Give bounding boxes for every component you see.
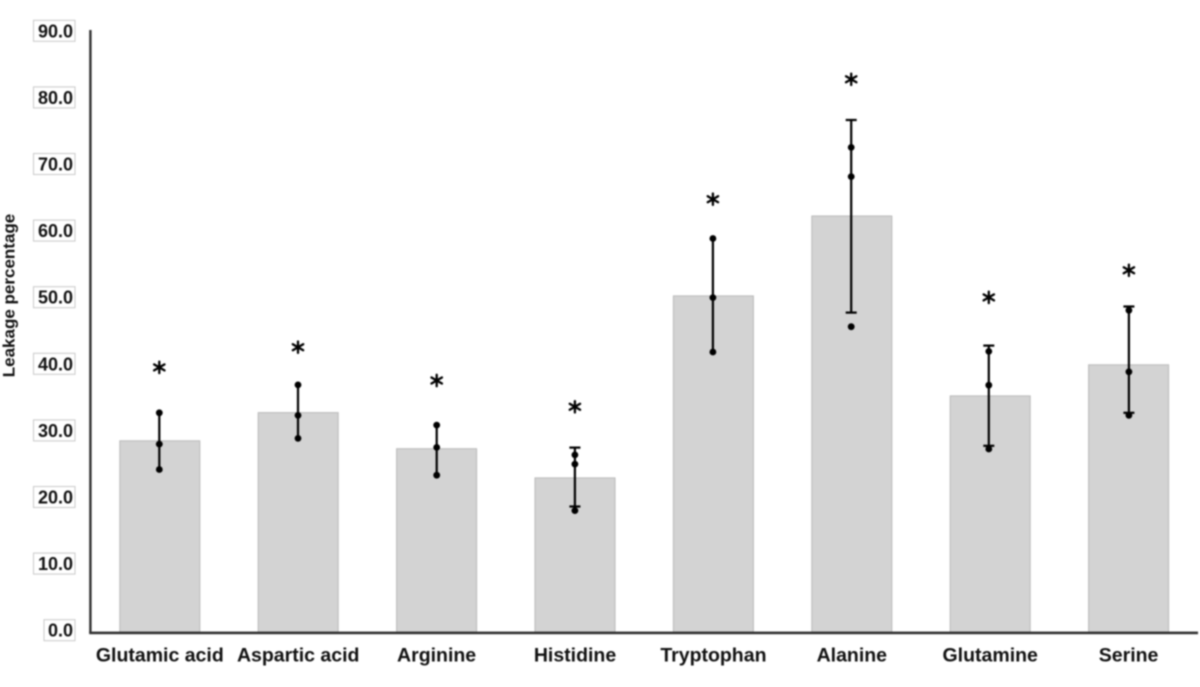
svg-text:Glutamic acid: Glutamic acid [96, 645, 224, 667]
svg-text:Alanine: Alanine [817, 645, 888, 667]
svg-text:80.0: 80.0 [38, 88, 73, 108]
svg-text:0.0: 0.0 [48, 621, 73, 641]
svg-text:30.0: 30.0 [38, 421, 73, 441]
svg-text:Tryptophan: Tryptophan [660, 645, 766, 667]
svg-text:40.0: 40.0 [38, 354, 73, 374]
svg-text:10.0: 10.0 [38, 554, 73, 574]
svg-text:Serine: Serine [1099, 645, 1159, 667]
svg-text:70.0: 70.0 [38, 155, 73, 175]
svg-text:Glutamine: Glutamine [943, 645, 1039, 667]
svg-text:50.0: 50.0 [38, 288, 73, 308]
svg-text:60.0: 60.0 [38, 221, 73, 241]
svg-text:Histidine: Histidine [534, 645, 616, 667]
svg-text:Leakage percentage: Leakage percentage [0, 214, 19, 377]
svg-text:Arginine: Arginine [397, 645, 476, 667]
svg-text:90.0: 90.0 [38, 21, 73, 41]
svg-text:Aspartic acid: Aspartic acid [237, 645, 359, 667]
svg-text:20.0: 20.0 [38, 488, 73, 508]
